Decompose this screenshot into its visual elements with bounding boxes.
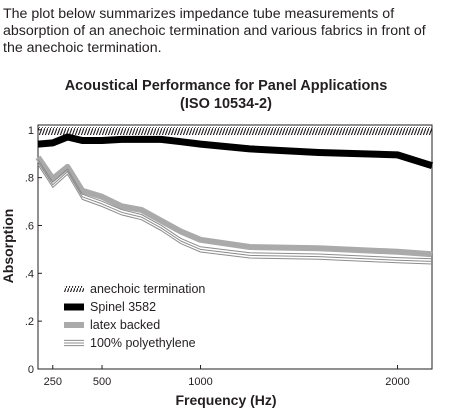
series-strand xyxy=(37,159,433,260)
x-tick-label: 500 xyxy=(93,376,111,388)
y-tick-label: 0 xyxy=(28,364,34,376)
y-tick-label: .2 xyxy=(25,316,34,328)
series-line-spinel-3582 xyxy=(37,133,434,170)
legend-label: 100% polyethylene xyxy=(90,336,196,350)
legend-label: anechoic termination xyxy=(90,282,205,296)
series-line-100-polyethylene xyxy=(37,159,433,265)
x-tick-label: 2000 xyxy=(385,376,409,388)
series-strand xyxy=(37,164,433,265)
x-axis-label: Frequency (Hz) xyxy=(175,392,276,408)
plot-frame xyxy=(37,124,433,370)
legend-swatch xyxy=(64,339,84,347)
series-line-latex-backed xyxy=(35,155,433,258)
y-tick-label: .4 xyxy=(25,268,34,280)
y-tick-label: .6 xyxy=(25,220,34,232)
chart-title: Acoustical Performance for Panel Applica… xyxy=(64,78,388,94)
y-tick-label: .8 xyxy=(25,173,34,185)
intro-text: The plot below summarizes impedance tube… xyxy=(3,6,426,56)
x-tick-label: 250 xyxy=(44,376,62,388)
legend-label: Spinel 3582 xyxy=(90,300,156,314)
legend-label: latex backed xyxy=(90,318,160,332)
y-axis-label: Absorption xyxy=(0,209,16,284)
y-tick-label: 1 xyxy=(28,125,34,137)
legend-swatch xyxy=(64,286,84,292)
x-tick-label: 1000 xyxy=(188,376,212,388)
chart-subtitle: (ISO 10534-2) xyxy=(180,96,272,112)
series-strand xyxy=(37,161,433,262)
